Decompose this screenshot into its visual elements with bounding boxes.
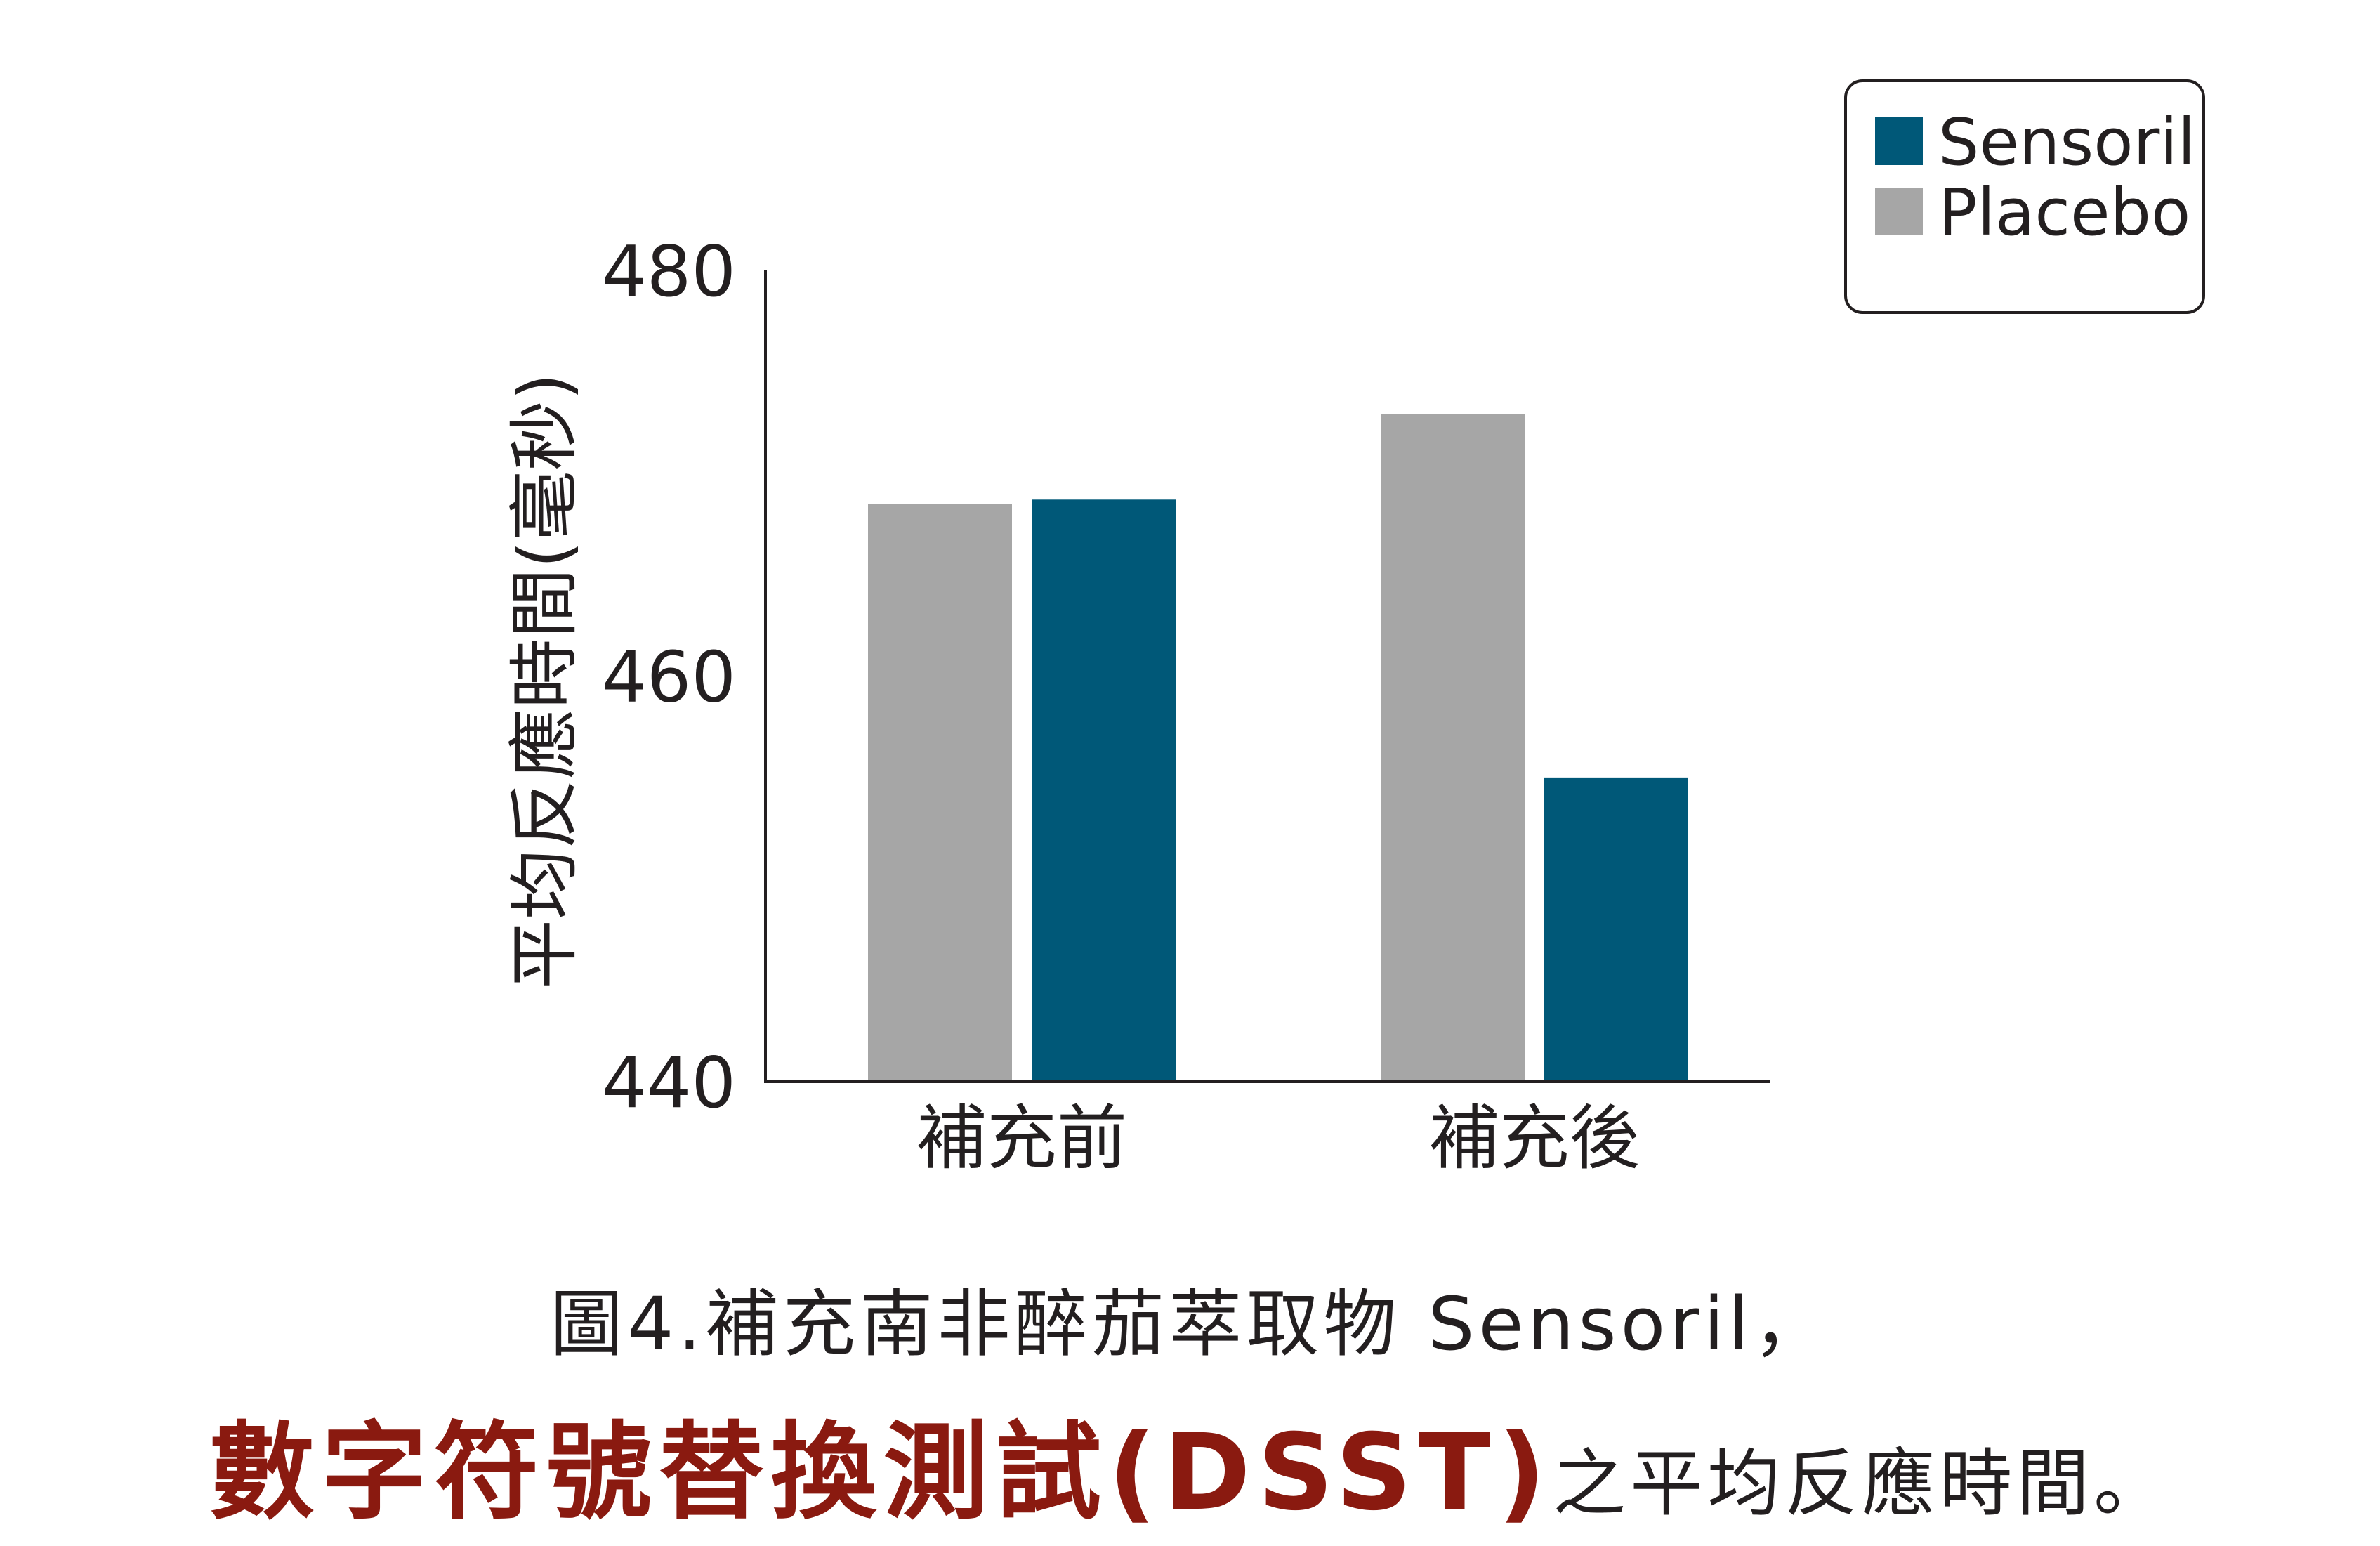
y-axis-label: 平均反應時間(毫秒) xyxy=(504,373,586,990)
y-tick-label: 480 xyxy=(602,230,736,313)
x-tick-label: 補充後 xyxy=(1429,1097,1640,1179)
legend-label-placebo: Placebo xyxy=(1938,175,2190,250)
y-tick-labels: 440 460 480 xyxy=(602,230,736,1124)
caption-rest: 之平均反應時間。 xyxy=(1553,1441,2171,1526)
legend-box xyxy=(1844,79,2205,314)
bar-sensoril-0 xyxy=(1032,499,1176,1082)
bar-placebo-1 xyxy=(1381,414,1525,1082)
legend-label-sensoril: Sensoril xyxy=(1938,105,2195,180)
caption-line-2: 數字符號替換測試(DSST)之平均反應時間。 xyxy=(0,1387,2380,1540)
bar-sensoril-1 xyxy=(1544,777,1688,1082)
bar-placebo-0 xyxy=(868,504,1012,1082)
bars-group xyxy=(868,414,1688,1082)
caption-line-1: 圖4.補充南非醉茄萃取物 Sensoril， xyxy=(550,1281,1830,1367)
legend-swatch-placebo xyxy=(1875,188,1923,235)
y-tick-label: 440 xyxy=(602,1042,736,1124)
legend-swatch-sensoril xyxy=(1875,117,1923,165)
caption-emphasis: 數字符號替換測試(DSST) xyxy=(209,1412,1553,1534)
y-tick-label: 460 xyxy=(602,636,736,719)
x-tick-labels: 補充前 補充後 xyxy=(916,1097,1640,1179)
x-tick-label: 補充前 xyxy=(916,1097,1127,1179)
